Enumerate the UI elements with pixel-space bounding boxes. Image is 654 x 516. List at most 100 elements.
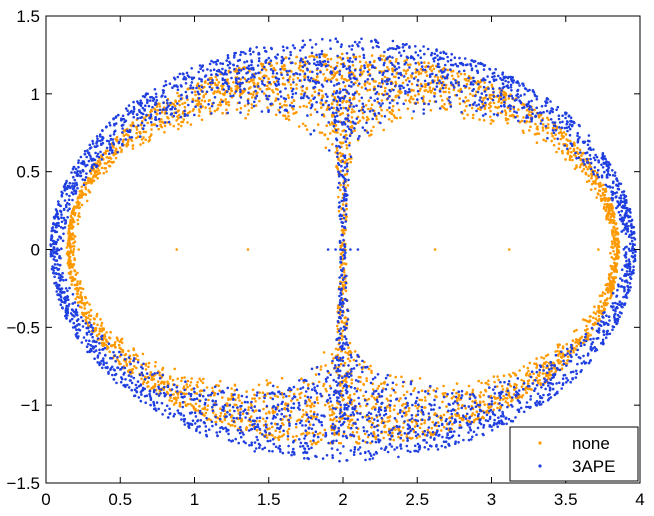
data-point xyxy=(457,390,461,394)
data-point xyxy=(437,424,441,428)
data-point xyxy=(628,260,631,264)
data-point xyxy=(227,87,230,91)
data-point xyxy=(92,174,96,177)
data-point xyxy=(460,110,463,114)
data-point xyxy=(105,156,109,159)
data-point xyxy=(522,379,526,383)
data-point xyxy=(241,431,244,434)
data-point xyxy=(424,70,427,74)
data-point xyxy=(343,173,347,176)
data-point xyxy=(259,62,263,65)
data-point xyxy=(316,123,320,126)
data-point xyxy=(471,388,475,392)
data-point xyxy=(132,107,136,111)
data-point xyxy=(329,373,332,377)
data-point xyxy=(615,269,619,273)
data-point xyxy=(598,189,602,193)
data-point xyxy=(339,154,343,158)
data-point xyxy=(404,92,407,95)
data-point xyxy=(219,103,223,107)
data-point xyxy=(121,348,125,352)
data-point xyxy=(60,220,64,224)
data-point xyxy=(464,78,468,82)
data-point xyxy=(536,125,539,128)
data-point xyxy=(258,446,261,450)
data-point xyxy=(271,75,275,78)
data-point xyxy=(474,396,477,399)
data-point xyxy=(321,85,325,88)
data-point xyxy=(542,110,545,114)
data-point xyxy=(304,434,307,438)
data-point xyxy=(153,107,156,111)
data-point xyxy=(313,85,317,89)
data-point xyxy=(361,370,364,374)
data-point xyxy=(226,386,229,390)
data-point xyxy=(181,102,184,105)
data-point xyxy=(388,111,392,114)
data-point xyxy=(85,345,89,349)
data-point xyxy=(341,203,345,206)
data-point xyxy=(387,118,391,121)
data-point xyxy=(508,109,512,113)
data-point xyxy=(214,399,218,403)
data-point xyxy=(230,414,234,417)
data-point xyxy=(586,167,589,171)
data-point xyxy=(239,107,243,110)
data-point xyxy=(203,85,206,89)
data-point xyxy=(221,62,225,65)
data-point xyxy=(145,113,148,117)
data-point xyxy=(510,114,513,118)
data-point xyxy=(348,394,352,397)
data-point xyxy=(378,102,381,105)
data-point xyxy=(234,88,238,91)
data-point xyxy=(370,371,373,375)
data-point xyxy=(407,88,411,91)
data-point xyxy=(341,434,345,438)
data-point xyxy=(457,393,461,397)
data-point xyxy=(176,409,180,412)
data-point xyxy=(264,420,268,423)
data-point xyxy=(570,346,573,349)
data-point xyxy=(96,144,99,148)
data-point xyxy=(362,394,365,398)
data-point xyxy=(113,343,116,346)
data-point xyxy=(423,61,426,64)
data-point xyxy=(607,218,611,221)
data-point xyxy=(296,388,299,391)
data-point xyxy=(66,289,69,293)
data-point xyxy=(369,96,373,99)
data-point xyxy=(305,86,309,90)
data-point xyxy=(580,154,583,157)
data-point xyxy=(339,188,342,192)
data-point xyxy=(79,293,82,297)
data-point xyxy=(368,60,372,64)
data-point xyxy=(456,72,459,75)
data-point xyxy=(606,302,609,305)
data-point xyxy=(164,95,167,98)
data-point xyxy=(100,324,103,327)
data-point xyxy=(449,68,452,71)
data-point xyxy=(433,403,436,407)
data-point xyxy=(596,336,600,340)
data-point xyxy=(79,291,83,294)
data-point xyxy=(372,60,376,63)
data-point xyxy=(84,320,88,323)
data-point xyxy=(545,374,548,378)
data-point xyxy=(381,102,384,105)
data-point xyxy=(604,187,607,191)
data-point xyxy=(458,398,461,401)
data-point xyxy=(309,410,313,413)
data-point xyxy=(61,239,65,243)
data-point xyxy=(606,297,609,300)
data-point xyxy=(324,76,327,80)
data-point xyxy=(252,78,255,81)
data-point xyxy=(185,383,188,386)
data-point xyxy=(504,98,507,102)
data-point xyxy=(418,448,421,451)
data-point xyxy=(214,75,217,79)
data-point xyxy=(472,430,476,434)
data-point xyxy=(565,362,569,365)
data-point xyxy=(358,82,361,85)
data-point xyxy=(357,442,361,445)
data-point xyxy=(215,90,219,94)
